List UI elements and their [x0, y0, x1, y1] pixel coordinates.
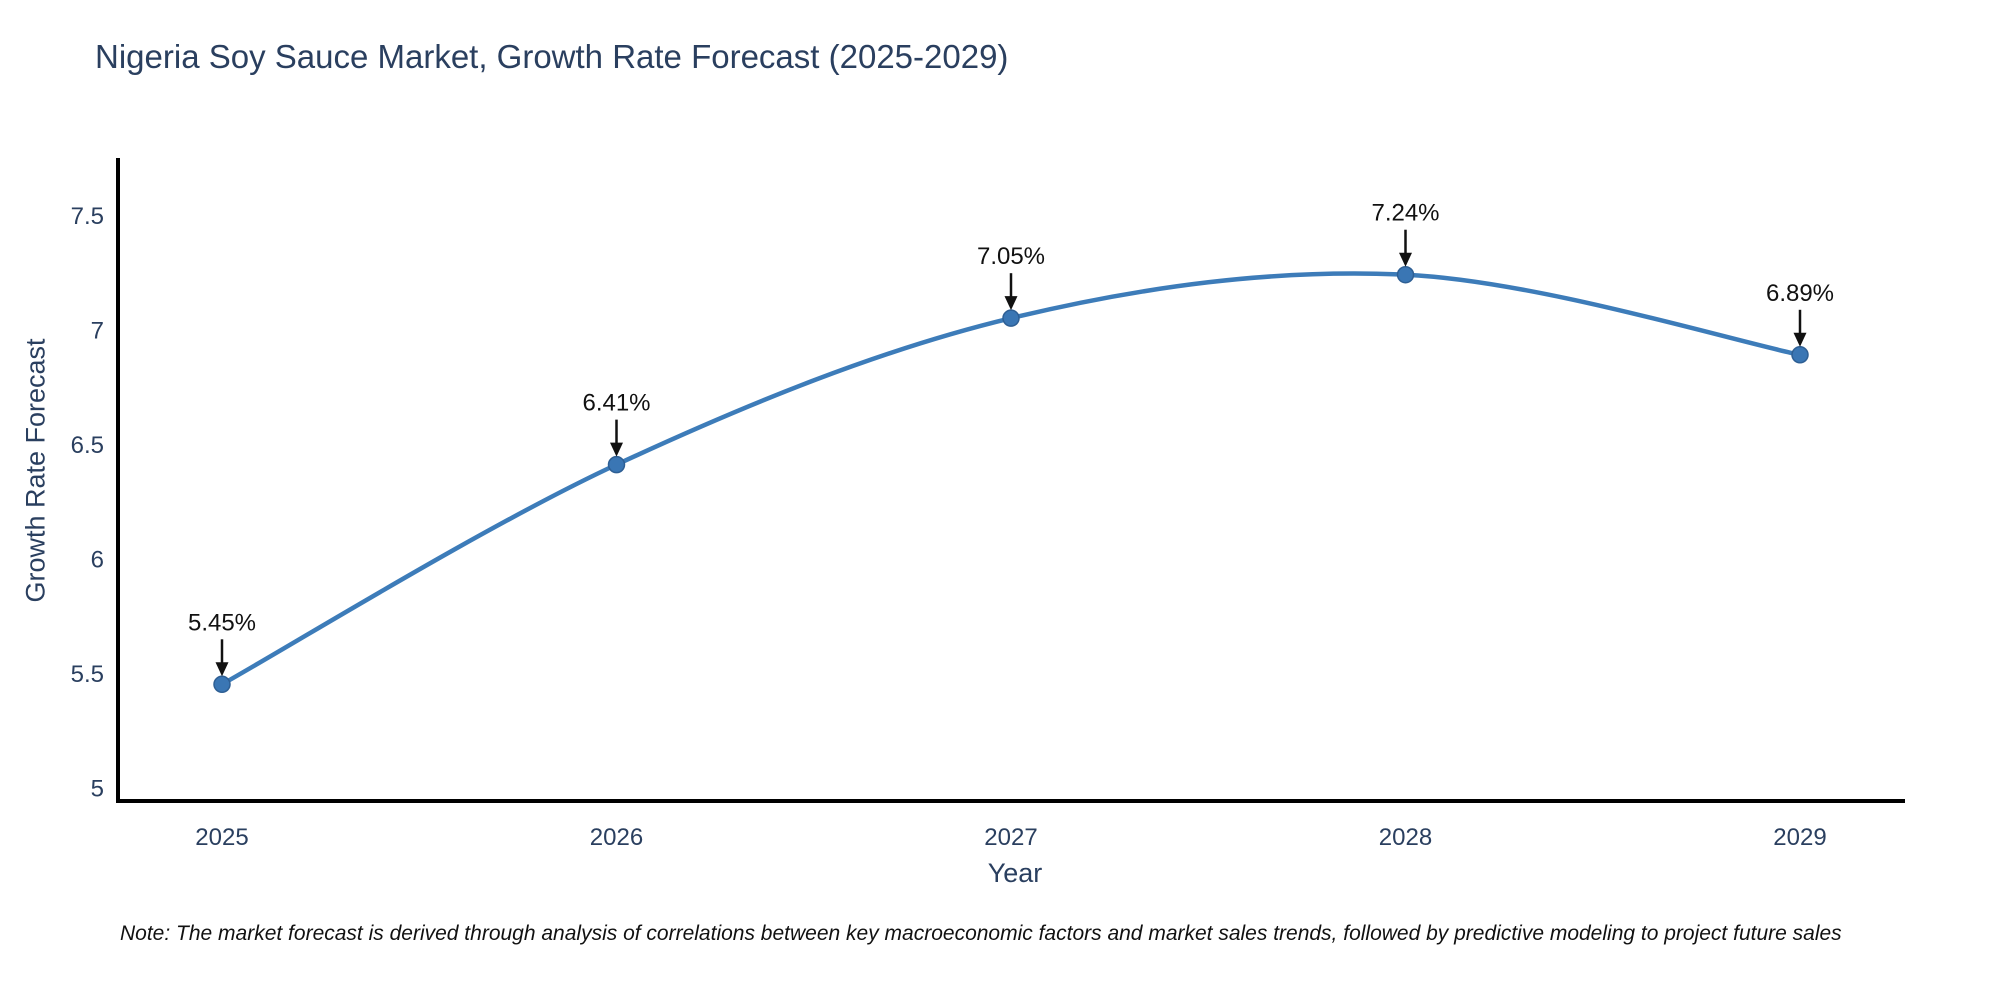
- y-tick-label: 6.5: [71, 432, 104, 459]
- annotation-arrow-head: [215, 662, 229, 677]
- annotation-arrow-head: [1793, 332, 1807, 347]
- point-label: 7.24%: [1371, 200, 1439, 227]
- data-point-2028: [1396, 265, 1415, 284]
- x-axis-title: Year: [987, 858, 1043, 888]
- footnote: Note: The market forecast is derived thr…: [120, 922, 1842, 945]
- trend-line: [219, 271, 1803, 687]
- point-label: 6.41%: [582, 390, 650, 417]
- data-point-2029: [1791, 346, 1809, 364]
- x-tick-label: 2025: [195, 824, 248, 851]
- y-tick-label: 5: [91, 775, 104, 802]
- y-tick-label: 7: [91, 318, 104, 345]
- annotation-arrow-head: [1399, 252, 1412, 267]
- point-label: 5.45%: [188, 609, 256, 636]
- y-tick-label: 7.5: [71, 203, 104, 230]
- point-label: 7.05%: [977, 243, 1045, 270]
- data-point-2026: [607, 455, 626, 474]
- point-label: 6.89%: [1766, 280, 1834, 307]
- y-axis-title: Growth Rate Forecast: [20, 338, 51, 603]
- x-tick-label: 2026: [590, 824, 643, 851]
- data-point-2025: [213, 675, 231, 694]
- x-tick-label: 2027: [984, 824, 1037, 851]
- chart-title: Nigeria Soy Sauce Market, Growth Rate Fo…: [95, 38, 1009, 75]
- data-point-2027: [1002, 309, 1020, 327]
- annotation-arrow-head: [610, 442, 623, 457]
- x-tick-label: 2029: [1773, 824, 1826, 851]
- y-tick-label: 6: [91, 546, 104, 573]
- x-tick-label: 2028: [1379, 824, 1432, 851]
- y-tick-label: 5.5: [71, 661, 104, 688]
- annotation-arrow-head: [1004, 296, 1018, 311]
